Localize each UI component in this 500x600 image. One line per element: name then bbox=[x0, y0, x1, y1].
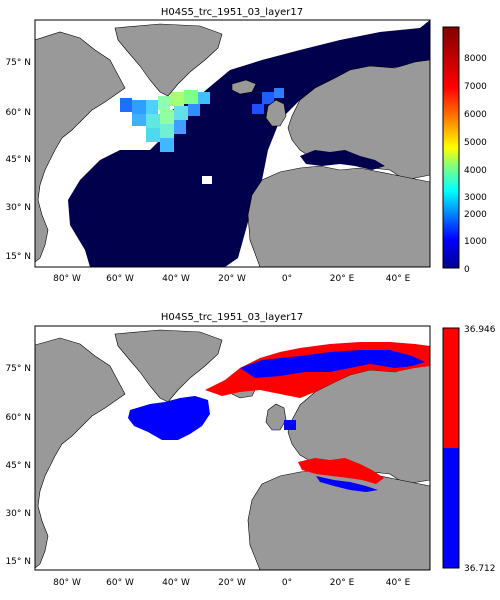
top-map bbox=[35, 20, 430, 267]
bottom-y-tick: 15° N bbox=[5, 557, 31, 567]
top-colorbar: 8000 7000 6000 5000 4000 3000 2000 1000 … bbox=[442, 26, 487, 275]
bottom-x-tick: 20° W bbox=[218, 578, 246, 588]
top-cell bbox=[184, 90, 198, 104]
bottom-x-tick: 0° bbox=[282, 578, 292, 588]
bottom-land-greenland bbox=[114, 329, 223, 403]
bottom-y-tick: 45° N bbox=[5, 461, 31, 471]
top-cell bbox=[160, 138, 174, 152]
top-colorbar-tick: 6000 bbox=[464, 110, 487, 120]
top-colorbar-tick: 2000 bbox=[464, 210, 487, 220]
top-cell bbox=[174, 120, 186, 134]
bottom-x-tick: 40° E bbox=[386, 578, 411, 588]
bottom-y-tick: 30° N bbox=[5, 509, 31, 519]
top-y-tick: 45° N bbox=[5, 155, 31, 165]
top-cell bbox=[158, 96, 170, 110]
bottom-labrador-blue bbox=[128, 396, 210, 440]
top-colorbar-ramp bbox=[442, 26, 460, 269]
top-y-axis: 75° N 60° N 45° N 30° N 15° N bbox=[5, 58, 31, 262]
bottom-colorbar-high bbox=[443, 328, 459, 448]
bottom-mediterranean-blue bbox=[316, 476, 378, 492]
bottom-blue-cell bbox=[284, 420, 296, 430]
bottom-colorbar-tick: 36.712 bbox=[464, 564, 496, 574]
top-colorbar-tick: 0 bbox=[464, 265, 470, 275]
top-x-tick: 20° W bbox=[218, 274, 246, 284]
top-cell bbox=[262, 92, 274, 104]
top-colorbar-tick: 5000 bbox=[464, 138, 487, 148]
top-cell bbox=[146, 128, 160, 142]
top-mediterranean bbox=[300, 150, 385, 170]
top-high-value-cells bbox=[120, 88, 284, 152]
top-x-tick: 20° E bbox=[330, 274, 355, 284]
top-land-eurasia bbox=[287, 59, 430, 181]
top-cell bbox=[170, 92, 184, 106]
bottom-map bbox=[35, 326, 430, 570]
bottom-colorbar-tick: 36.946 bbox=[464, 325, 496, 335]
top-map-frame bbox=[34, 19, 431, 268]
top-land-africa bbox=[247, 165, 430, 267]
top-colorbar-tick: 7000 bbox=[464, 82, 487, 92]
bottom-colorbar: 36.946 36.712 bbox=[442, 325, 496, 574]
top-cell bbox=[252, 104, 264, 114]
bottom-x-tick: 80° W bbox=[53, 578, 81, 588]
top-land-iceland bbox=[231, 79, 257, 95]
top-cell bbox=[132, 100, 146, 114]
top-x-tick: 80° W bbox=[53, 274, 81, 284]
top-land-north-america bbox=[35, 31, 126, 263]
bottom-colorbar-frame bbox=[442, 327, 460, 569]
bottom-panel-title: H04S5_trc_1951_03_layer17 bbox=[161, 312, 303, 323]
top-y-tick: 60° N bbox=[5, 108, 31, 118]
top-cell bbox=[146, 114, 160, 128]
bottom-y-tick: 75° N bbox=[5, 364, 31, 374]
bottom-land-eurasia bbox=[287, 363, 430, 485]
bottom-land-north-america bbox=[35, 337, 126, 569]
top-land-british-isles bbox=[265, 99, 287, 127]
top-y-tick: 30° N bbox=[5, 203, 31, 213]
top-panel-title: H04S5_trc_1951_03_layer17 bbox=[161, 7, 303, 18]
top-panel: H04S5_trc_1951_03_layer17 bbox=[5, 7, 487, 284]
top-cell bbox=[198, 92, 210, 104]
top-x-tick: 40° W bbox=[162, 274, 190, 284]
top-colorbar-tick: 4000 bbox=[464, 166, 487, 176]
bottom-x-tick: 40° W bbox=[162, 578, 190, 588]
top-colorbar-tick: 8000 bbox=[464, 54, 487, 64]
top-y-tick: 15° N bbox=[5, 252, 31, 262]
bottom-x-tick: 60° W bbox=[106, 578, 134, 588]
top-cell bbox=[274, 88, 284, 98]
top-colorbar-tick: 1000 bbox=[464, 237, 487, 247]
bottom-land-british-isles bbox=[265, 403, 287, 431]
top-colorbar-tick: 3000 bbox=[464, 193, 487, 203]
top-cell bbox=[160, 110, 174, 124]
top-x-axis: 80° W 60° W 40° W 20° W 0° 20° E 40° E bbox=[53, 274, 410, 284]
bottom-mediterranean-red bbox=[298, 458, 384, 484]
top-cell bbox=[146, 100, 158, 114]
bottom-map-frame bbox=[34, 325, 431, 571]
bottom-x-axis: 80° W 60° W 40° W 20° W 0° 20° E 40° E bbox=[53, 578, 410, 588]
top-cell bbox=[188, 104, 200, 116]
top-cell bbox=[160, 124, 174, 138]
top-land-greenland bbox=[114, 23, 223, 97]
bottom-colorbar-low bbox=[443, 448, 459, 568]
top-no-data-spot bbox=[202, 176, 212, 184]
top-cell bbox=[174, 106, 188, 120]
top-x-tick: 60° W bbox=[106, 274, 134, 284]
top-cell bbox=[132, 114, 146, 126]
top-x-tick: 0° bbox=[282, 274, 292, 284]
top-y-tick: 75° N bbox=[5, 58, 31, 68]
top-cell bbox=[120, 98, 132, 112]
top-x-tick: 40° E bbox=[386, 274, 411, 284]
bottom-panel: H04S5_trc_1951_03_layer17 bbox=[5, 312, 495, 588]
bottom-arctic-band-blue bbox=[240, 350, 425, 378]
bottom-y-tick: 60° N bbox=[5, 413, 31, 423]
bottom-x-tick: 20° E bbox=[330, 578, 355, 588]
bottom-y-axis: 75° N 60° N 45° N 30° N 15° N bbox=[5, 364, 31, 567]
